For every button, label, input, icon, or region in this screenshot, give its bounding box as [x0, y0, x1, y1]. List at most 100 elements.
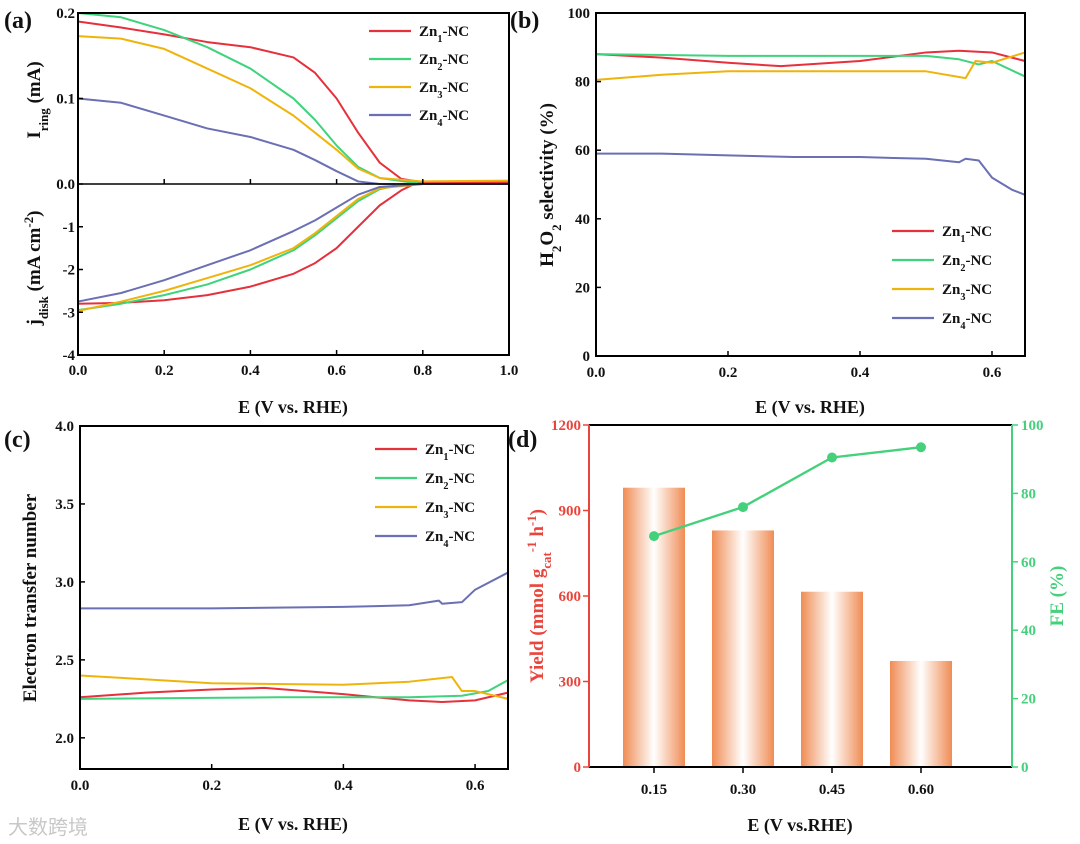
y-tick-label: 4.0 [55, 419, 74, 435]
legend-label: Zn1-NC [419, 24, 469, 45]
y-tick-label-right: 100 [1021, 418, 1044, 434]
legend-label-part: 4 [443, 539, 448, 550]
y-tick-label: 100 [568, 6, 591, 22]
legend-label-part: Zn [942, 224, 961, 240]
y-tick-label-left: 900 [559, 504, 582, 520]
x-tick-label: 0.4 [851, 365, 870, 381]
x-tick-label: 0.4 [334, 778, 353, 794]
x-tick-label: 0.0 [587, 365, 606, 381]
yield-bar [801, 591, 863, 767]
label-part: -1 [524, 541, 539, 552]
y-tick-label: 2.5 [55, 653, 74, 669]
label-part: selectivity (%) [537, 103, 558, 224]
legend-label-part: -NC [442, 80, 469, 96]
label-part: disk [36, 295, 51, 319]
y-axis-label-ring: Iring (mA) [24, 61, 51, 138]
legend-label-part: Zn [419, 80, 438, 96]
legend-label-part: 3 [437, 90, 442, 101]
label-part: I [24, 131, 45, 138]
y-tick-label: 0.0 [56, 177, 75, 193]
legend-label-part: Zn [425, 529, 444, 545]
x-tick-label: 0.2 [202, 778, 221, 794]
legend-label-part: -NC [448, 529, 475, 545]
legend-label: Zn3-NC [425, 500, 475, 521]
legend-label-part: 1 [437, 34, 442, 45]
y-tick-label-right: 0 [1021, 760, 1029, 776]
label-part: -2 [21, 217, 36, 228]
plot-frame [79, 425, 509, 770]
y-tick-label-right: 20 [1021, 692, 1036, 708]
legend-label-part: Zn [425, 471, 444, 487]
legend-label-part: -NC [448, 442, 475, 458]
y-tick-label: 0.2 [56, 6, 75, 22]
legend-label-part: -NC [965, 224, 992, 240]
label-part: H [537, 252, 558, 267]
legend-label: Zn3-NC [942, 282, 992, 303]
legend-label: Zn4-NC [942, 311, 992, 332]
x-tick-label: 0.6 [466, 778, 485, 794]
y-tick-label-left: 300 [559, 675, 582, 691]
y-tick-label: 2.0 [55, 731, 74, 747]
x-tick-label: 0.2 [155, 363, 174, 379]
legend-label-part: -NC [965, 282, 992, 298]
legend-label-part: 4 [960, 321, 965, 332]
y-tick-label-right: 60 [1021, 555, 1036, 571]
label-part: E (V vs. RHE) [238, 814, 348, 835]
legend-label: Zn4-NC [425, 529, 475, 550]
curve-Zn4-NC [80, 571, 509, 610]
y-tick-label-right: 80 [1021, 486, 1036, 502]
ring-curve-Zn3-NC [77, 35, 510, 183]
panel-label: (a) [4, 8, 32, 34]
y-tick-label-right: 40 [1021, 623, 1036, 639]
x-axis-label: E (V vs.RHE) [747, 815, 852, 836]
y-tick-label: -1 [63, 220, 76, 236]
y-axis-label: Electron transfer number [20, 493, 41, 702]
y-axis-label: H2O2 selectivity (%) [537, 103, 564, 267]
legend-label: Zn2-NC [425, 471, 475, 492]
x-axis-label: E (V vs. RHE) [238, 397, 348, 418]
curve-Zn3-NC [595, 51, 1026, 81]
legend-label: Zn3-NC [419, 80, 469, 101]
legend-label-part: -NC [442, 52, 469, 68]
x-tick-label: 0.0 [69, 363, 88, 379]
curve-Zn1-NC [595, 49, 1026, 68]
x-tick-label: 0.2 [719, 365, 738, 381]
x-tick-label: 1.0 [500, 363, 519, 379]
legend-label-part: 4 [437, 118, 442, 129]
x-axis-label: E (V vs. RHE) [755, 397, 865, 418]
y-tick-label-left: 0 [574, 760, 582, 776]
x-tick-label: 0.6 [983, 365, 1002, 381]
fe-point [738, 502, 748, 513]
label-part: (mA cm [24, 227, 45, 296]
legend-label-part: -NC [442, 108, 469, 124]
legend-label-part: 3 [960, 292, 965, 303]
legend-label-part: -NC [965, 311, 992, 327]
legend-label-part: Zn [942, 282, 961, 298]
x-tick-label: 0.15 [641, 782, 667, 798]
y-tick-label: 3.5 [55, 497, 74, 513]
y-tick-label: 0 [583, 349, 591, 365]
y-axis-label-disk: jdisk (mA cm-2) [21, 211, 51, 327]
x-tick-label: 0.45 [819, 782, 845, 798]
y-tick-label: 60 [575, 143, 590, 159]
legend-label-part: Zn [425, 442, 444, 458]
fe-point [827, 452, 837, 463]
panel-label: (b) [510, 8, 539, 34]
legend-label: Zn2-NC [419, 52, 469, 73]
fe-point [649, 531, 659, 542]
label-part: E (V vs. RHE) [755, 397, 865, 418]
y-tick-label: 40 [575, 212, 590, 228]
legend-label-part: Zn [419, 24, 438, 40]
legend-label: Zn4-NC [419, 108, 469, 129]
legend-label-part: 1 [443, 452, 448, 463]
legend-label-part: -NC [442, 24, 469, 40]
y-tick-label: -4 [63, 348, 76, 364]
legend-label-part: Zn [942, 311, 961, 327]
y-tick-label: -2 [63, 263, 76, 279]
label-part: ring [36, 108, 51, 131]
fe-point [916, 442, 926, 453]
curve-Zn4-NC [596, 152, 1026, 196]
x-tick-label: 0.0 [71, 778, 90, 794]
label-part: E (V vs. RHE) [238, 397, 348, 418]
